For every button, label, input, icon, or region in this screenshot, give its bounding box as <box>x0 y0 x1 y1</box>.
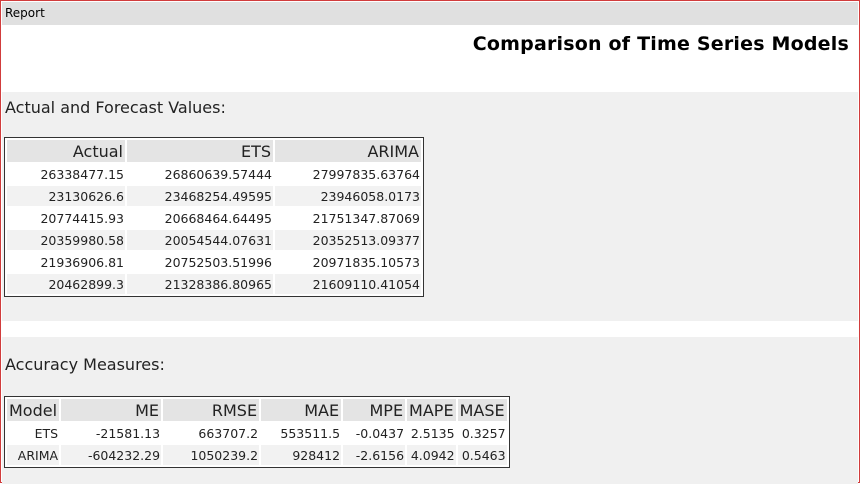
table-cell: 0.5463 <box>457 445 507 465</box>
table-cell: 26338477.15 <box>7 164 125 184</box>
table-cell: 1050239.2 <box>163 445 260 465</box>
table-cell: 21936906.81 <box>7 252 125 272</box>
table-cell: 4.0942 <box>407 445 456 465</box>
column-header-mae: MAE <box>261 399 342 421</box>
forecast-section: Actual and Forecast Values: Actual ETS A… <box>2 92 858 321</box>
table-row: 20462899.3 21328386.80965 21609110.41054 <box>7 274 421 294</box>
table-cell: 0.3257 <box>457 423 507 443</box>
table-cell: 21751347.87069 <box>275 208 421 228</box>
accuracy-header-row: Model ME RMSE MAE MPE MAPE MASE <box>7 399 507 421</box>
column-header-me: ME <box>61 399 162 421</box>
column-header-arima: ARIMA <box>275 140 421 162</box>
table-cell: 27997835.63764 <box>275 164 421 184</box>
forecast-header-row: Actual ETS ARIMA <box>7 140 421 162</box>
table-cell: -2.6156 <box>343 445 406 465</box>
table-cell: 21609110.41054 <box>275 274 421 294</box>
accuracy-section: Accuracy Measures: Model ME RMSE MAE MPE… <box>2 337 858 484</box>
table-row: ETS -21581.13 663707.2 553511.5 -0.0437 … <box>7 423 507 443</box>
table-cell: 20359980.58 <box>7 230 125 250</box>
column-header-mape: MAPE <box>407 399 456 421</box>
table-cell: 663707.2 <box>163 423 260 443</box>
table-cell: 21328386.80965 <box>127 274 273 294</box>
table-cell: 928412 <box>261 445 342 465</box>
window-title: Report <box>2 2 858 25</box>
table-row: 20359980.58 20054544.07631 20352513.0937… <box>7 230 421 250</box>
table-cell: 26860639.57444 <box>127 164 273 184</box>
table-cell: 23946058.0173 <box>275 186 421 206</box>
table-row: ARIMA -604232.29 1050239.2 928412 -2.615… <box>7 445 507 465</box>
column-header-mase: MASE <box>457 399 507 421</box>
table-cell: 20971835.10573 <box>275 252 421 272</box>
column-header-mpe: MPE <box>343 399 406 421</box>
table-row: 20774415.93 20668464.64495 21751347.8706… <box>7 208 421 228</box>
accuracy-heading: Accuracy Measures: <box>5 355 165 374</box>
table-cell: ARIMA <box>7 445 60 465</box>
table-cell: 2.5135 <box>407 423 456 443</box>
table-cell: 20668464.64495 <box>127 208 273 228</box>
table-cell: 20054544.07631 <box>127 230 273 250</box>
table-cell: 23468254.49595 <box>127 186 273 206</box>
report-title: Comparison of Time Series Models <box>472 33 849 55</box>
table-row: 21936906.81 20752503.51996 20971835.1057… <box>7 252 421 272</box>
forecast-heading: Actual and Forecast Values: <box>5 98 226 117</box>
column-header-model: Model <box>7 399 60 421</box>
table-cell: 20352513.09377 <box>275 230 421 250</box>
table-row: 26338477.15 26860639.57444 27997835.6376… <box>7 164 421 184</box>
column-header-ets: ETS <box>127 140 273 162</box>
table-cell: 20462899.3 <box>7 274 125 294</box>
table-cell: ETS <box>7 423 60 443</box>
column-header-actual: Actual <box>7 140 125 162</box>
table-cell: 553511.5 <box>261 423 342 443</box>
accuracy-table: Model ME RMSE MAE MPE MAPE MASE ETS -215… <box>4 396 510 468</box>
forecast-table: Actual ETS ARIMA 26338477.15 26860639.57… <box>4 137 424 297</box>
table-cell: 23130626.6 <box>7 186 125 206</box>
table-cell: -604232.29 <box>61 445 162 465</box>
table-cell: 20774415.93 <box>7 208 125 228</box>
table-cell: 20752503.51996 <box>127 252 273 272</box>
column-header-rmse: RMSE <box>163 399 260 421</box>
table-cell: -21581.13 <box>61 423 162 443</box>
table-cell: -0.0437 <box>343 423 406 443</box>
table-row: 23130626.6 23468254.49595 23946058.0173 <box>7 186 421 206</box>
